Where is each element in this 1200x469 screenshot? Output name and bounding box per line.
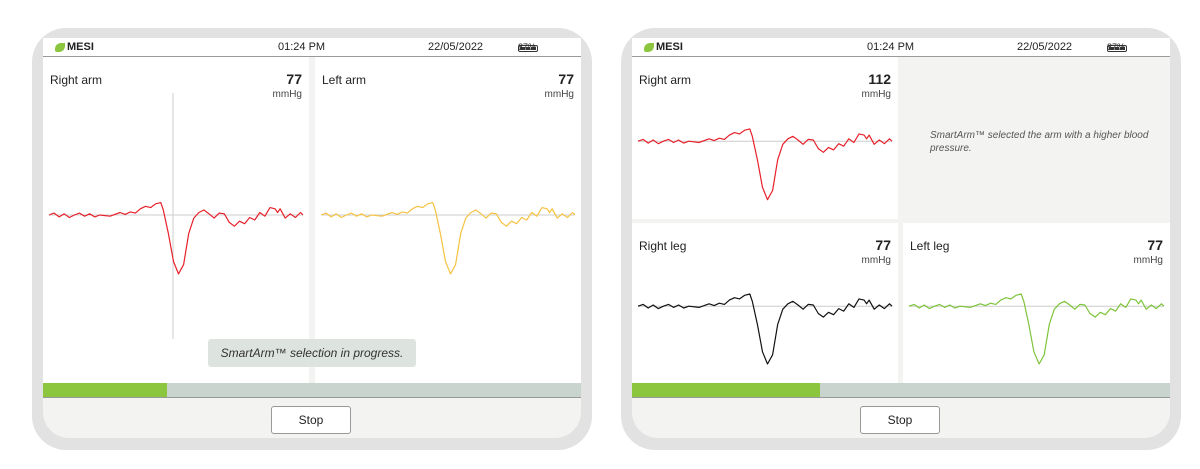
- status-bar: MESI 01:24 PM 22/05/2022 87%: [43, 38, 581, 57]
- pulse-waveform-line: [637, 293, 893, 365]
- pressure-value: 77: [875, 237, 891, 253]
- pressure-unit: mmHg: [272, 89, 302, 100]
- panel-label: Right arm: [50, 73, 103, 87]
- pressure-value: 77: [558, 71, 574, 87]
- date: 22/05/2022: [428, 41, 484, 53]
- progress-fill: [43, 383, 167, 397]
- brand-logo: MESI: [55, 41, 94, 53]
- pulse-waveform-line: [908, 293, 1165, 365]
- leaf-icon: [55, 42, 65, 52]
- progress-fill: [632, 383, 821, 397]
- status-bar: MESI 01:24 PM 22/05/2022 87%: [632, 38, 1170, 57]
- waveform: [637, 128, 893, 201]
- panel-label: Left arm: [322, 73, 367, 87]
- pressure-unit: mmHg: [544, 89, 574, 100]
- waveform: [48, 93, 304, 339]
- smartarm-message-panel: SmartArm™ selected the arm with a higher…: [903, 57, 1170, 219]
- pressure-unit: mmHg: [861, 89, 891, 100]
- battery: 87%: [518, 42, 538, 52]
- panel-right-leg: Right leg 77 mmHg: [632, 223, 898, 383]
- pressure-unit: mmHg: [861, 255, 891, 266]
- device-screen-1: MESI 01:24 PM 22/05/2022 87% Right arm 7…: [32, 28, 592, 450]
- panel-right-arm: Right arm 77 mmHg: [43, 57, 309, 383]
- panel-label: Left leg: [910, 239, 950, 253]
- progress-bar: [43, 383, 581, 398]
- clock: 01:24 PM: [867, 41, 915, 53]
- date: 22/05/2022: [1017, 41, 1073, 53]
- device-screen-2: MESI 01:24 PM 22/05/2022 87% Right arm 1…: [621, 28, 1181, 450]
- pressure-value: 112: [868, 71, 891, 87]
- panel-left-leg: Left leg 77 mmHg: [903, 223, 1170, 383]
- brand-logo: MESI: [644, 41, 683, 53]
- battery-icon: [1107, 45, 1127, 52]
- waveform: [320, 202, 576, 275]
- panel-label: Right leg: [639, 239, 687, 253]
- battery-icon: [518, 45, 538, 52]
- leaf-icon: [644, 42, 654, 52]
- waveform: [637, 293, 893, 365]
- clock: 01:24 PM: [278, 41, 326, 53]
- pressure-value: 77: [1147, 237, 1163, 253]
- panel-left-arm: Left arm 77 mmHg: [315, 57, 581, 383]
- pulse-waveform-line: [48, 202, 304, 275]
- pulse-waveform-line: [637, 128, 893, 201]
- pressure-unit: mmHg: [1133, 255, 1163, 266]
- panel-right-arm: Right arm 112 mmHg: [632, 57, 898, 219]
- pressure-value: 77: [286, 71, 302, 87]
- progress-bar: [632, 383, 1170, 398]
- stop-button[interactable]: Stop: [860, 406, 940, 434]
- smartarm-message: SmartArm™ selected the arm with a higher…: [930, 130, 1149, 154]
- status-toast: SmartArm™ selection in progress.: [208, 339, 416, 367]
- panel-label: Right arm: [639, 73, 692, 87]
- stop-button[interactable]: Stop: [271, 406, 351, 434]
- pulse-waveform-line: [320, 202, 576, 275]
- waveform: [908, 293, 1165, 365]
- battery: 87%: [1107, 42, 1127, 52]
